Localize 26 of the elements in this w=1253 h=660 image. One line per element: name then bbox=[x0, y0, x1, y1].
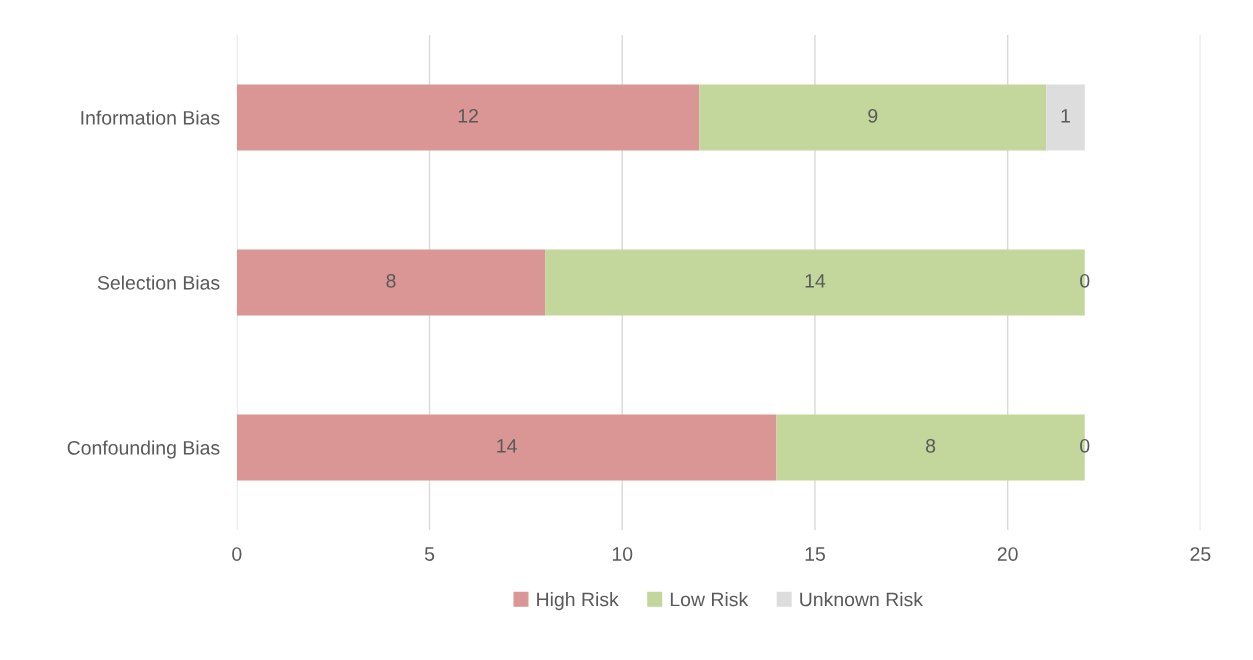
data-label: 14 bbox=[805, 274, 826, 288]
x-tick-label: 5 bbox=[424, 547, 435, 561]
legend-label: Low Risk bbox=[670, 592, 749, 607]
data-label: 0 bbox=[1080, 438, 1090, 453]
x-tick-label: 10 bbox=[612, 547, 633, 561]
data-label: 1 bbox=[1061, 109, 1070, 123]
data-label: 14 bbox=[497, 439, 517, 453]
x-tick-label: 25 bbox=[1190, 547, 1211, 561]
y-tick-label: Selection Bias bbox=[97, 275, 220, 290]
data-label: 8 bbox=[926, 438, 936, 453]
bar bbox=[236, 249, 546, 316]
y-tick-label: Confounding Bias bbox=[67, 440, 220, 459]
legend-label: High Risk bbox=[537, 592, 619, 611]
legend-label: Unknown Risk bbox=[800, 592, 924, 607]
x-tick-label: 20 bbox=[997, 547, 1018, 561]
bar bbox=[236, 414, 777, 481]
data-label: 0 bbox=[1080, 273, 1090, 288]
bar bbox=[1046, 84, 1085, 151]
x-tick-label: 15 bbox=[805, 547, 825, 561]
x-tick-label: 0 bbox=[232, 547, 242, 561]
bar bbox=[236, 84, 700, 151]
data-label: 12 bbox=[458, 108, 478, 123]
data-label: 8 bbox=[386, 273, 396, 288]
data-label: 9 bbox=[868, 108, 878, 123]
y-tick-label: Information Bias bbox=[81, 110, 220, 125]
bar bbox=[699, 84, 1047, 151]
